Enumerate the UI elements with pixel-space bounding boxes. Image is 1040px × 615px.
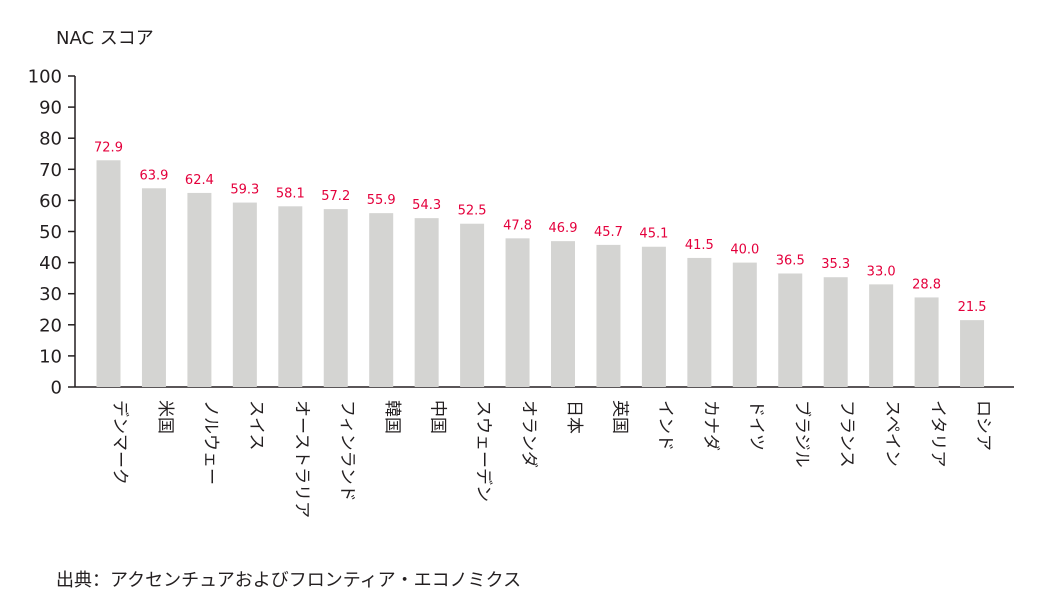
y-tick-label: 20 <box>39 315 62 336</box>
bar <box>232 202 257 387</box>
bar <box>414 218 439 387</box>
x-tick-label: フランス <box>837 400 857 468</box>
y-tick-label: 0 <box>51 378 62 399</box>
value-labels: 72.9 63.9 62.4 59.3 58.1 57.2 55.9 54.3 52.5 47.8… <box>94 140 987 315</box>
bar-value-label: 57.2 <box>321 189 350 204</box>
y-tick-label: 40 <box>39 253 62 274</box>
x-tick-label: 米国 <box>155 400 175 434</box>
bar-value-label: 45.7 <box>594 225 623 240</box>
bar-value-label: 33.0 <box>867 264 896 279</box>
bar-value-label: 62.4 <box>185 173 214 188</box>
x-tick-label: ブラジル <box>791 400 812 468</box>
x-tick-label: ロシア <box>973 400 993 451</box>
bar-value-label: 41.5 <box>685 238 714 253</box>
y-tick-label: 80 <box>39 129 62 150</box>
y-tick-label: 100 <box>28 67 62 88</box>
bar <box>960 320 985 387</box>
bar-value-label: 58.1 <box>276 186 305 201</box>
bar-value-label: 59.3 <box>230 183 259 198</box>
bar <box>187 192 212 387</box>
bar-value-label: 40.0 <box>730 243 759 258</box>
x-tick-label: スイス <box>246 400 266 451</box>
bar <box>460 223 485 387</box>
x-tick-label: ノルウェー <box>200 400 220 485</box>
bar-value-label: 45.1 <box>639 227 668 242</box>
bar <box>732 262 757 387</box>
x-tick-label: ドイツ <box>746 400 766 451</box>
x-tick-labels: デンマーク 米国 ノルウェー スイス オーストラリア フィンランド 韓国 中国 スウェーデン オラ… <box>110 400 994 518</box>
bar <box>687 257 712 387</box>
bar-value-label: 54.3 <box>412 198 441 213</box>
bar-value-label: 46.9 <box>549 221 578 236</box>
x-tick-label: カナダ <box>700 400 720 451</box>
y-axis: 0 10 20 30 40 50 60 70 80 90 100 <box>28 67 1014 399</box>
bar-value-label: 55.9 <box>367 193 396 208</box>
bar <box>369 213 394 387</box>
x-tick-label: オランダ <box>519 400 539 468</box>
x-tick-label: スペイン <box>882 400 902 467</box>
bar <box>778 273 803 387</box>
bar <box>869 284 894 387</box>
source-note: 出典：アクセンチュアおよびフロンティア・エコノミクス <box>56 570 522 591</box>
x-tick-label: 中国 <box>428 400 448 434</box>
bar-value-label: 28.8 <box>912 277 941 292</box>
bar-value-label: 63.9 <box>139 168 168 183</box>
bar <box>278 206 303 387</box>
x-tick-label: スウェーデン <box>473 400 494 502</box>
x-tick-label: デンマーク <box>110 400 131 485</box>
bar <box>141 188 166 387</box>
y-tick-label: 30 <box>39 284 62 305</box>
bar <box>596 244 621 387</box>
y-axis-title: NAC スコア <box>56 28 154 49</box>
y-tick-label: 50 <box>39 222 62 243</box>
bar <box>551 241 575 387</box>
x-tick-label: オーストラリア <box>291 400 311 518</box>
bar-chart: 0 10 20 30 40 50 60 70 80 90 100 72.9 63.9 62.4 59.3 5… <box>28 67 1014 518</box>
bar <box>96 160 121 387</box>
x-tick-label: 韓国 <box>382 400 402 434</box>
bar-value-label: 47.8 <box>503 218 532 233</box>
bar-value-label: 36.5 <box>776 253 805 268</box>
bar <box>823 277 848 387</box>
bar-value-label: 72.9 <box>94 140 123 155</box>
bar <box>323 209 348 387</box>
bar-value-label: 35.3 <box>821 257 850 272</box>
bar <box>505 238 530 387</box>
y-tick-label: 90 <box>39 98 62 119</box>
bar <box>641 246 666 387</box>
x-tick-label: インド <box>655 400 675 451</box>
x-tick-label: 日本 <box>564 400 584 434</box>
bar-value-label: 21.5 <box>958 300 987 315</box>
y-tick-label: 60 <box>39 191 62 212</box>
y-tick-label: 70 <box>39 160 62 181</box>
bar-value-label: 52.5 <box>458 204 487 219</box>
x-tick-label: 英国 <box>609 400 629 434</box>
bar <box>914 297 939 387</box>
x-tick-label: イタリア <box>928 400 948 467</box>
x-tick-label: フィンランド <box>337 400 357 502</box>
bars <box>96 160 985 387</box>
y-tick-label: 10 <box>39 346 62 367</box>
